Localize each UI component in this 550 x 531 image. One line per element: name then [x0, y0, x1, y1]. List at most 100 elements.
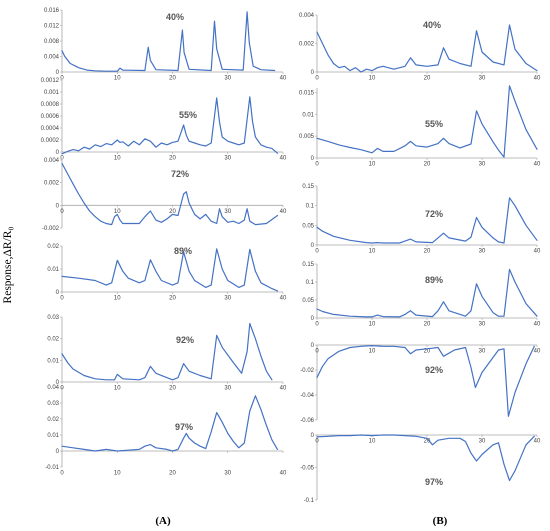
x-tick-label: 10	[114, 156, 121, 162]
x-tick-label: 10	[369, 162, 376, 168]
x-tick-label: 0	[60, 296, 64, 302]
rh-label: 89%	[425, 275, 443, 285]
x-tick-label: 30	[479, 349, 486, 355]
chart-panel: -0.06 -0.04 -0.02 00 10 20 30 40 92%	[300, 343, 541, 424]
y-tick-label: 0.01	[47, 267, 59, 273]
rh-label: 92%	[425, 365, 443, 375]
rh-label: 72%	[425, 209, 443, 219]
x-tick-label: 0	[60, 156, 64, 162]
x-tick-label: 0	[60, 76, 64, 82]
y-tick-label: 0.01	[47, 433, 59, 439]
y-tick-label: 0	[56, 290, 60, 296]
y-tick-label: -0.01	[45, 465, 59, 471]
y-tick-label: -0.05	[300, 466, 314, 472]
y-tick-label: 0	[56, 70, 60, 76]
y-tick-label: 0.004	[44, 158, 60, 164]
x-tick-label: 40	[280, 76, 287, 82]
x-tick-label: 10	[114, 386, 121, 392]
x-tick-label: 40	[280, 471, 287, 477]
rh-label: 97%	[175, 422, 193, 432]
series-line	[316, 268, 538, 318]
x-tick-label: 40	[280, 386, 287, 392]
x-tick-label: 20	[169, 156, 176, 162]
x-tick-label: 20	[424, 349, 431, 355]
x-tick-label: 10	[114, 209, 121, 215]
y-tick-label: 0	[311, 343, 315, 349]
y-tick-label: 0.1	[306, 204, 315, 210]
y-tick-label: 0.008	[44, 39, 60, 45]
x-tick-label: 10	[369, 439, 376, 445]
y-tick-label: 0.04	[47, 385, 59, 391]
x-tick-label: 30	[479, 162, 486, 168]
y-tick-label: -0.02	[300, 368, 314, 374]
y-tick-label: 0.015	[299, 90, 315, 96]
series-line	[316, 434, 535, 482]
series-line	[316, 345, 535, 417]
y-tick-label: 0.004	[44, 55, 60, 61]
y-tick-label: 0.016	[44, 8, 60, 14]
chart-panel: 00.010.020.0301020304092%	[47, 315, 287, 392]
x-tick-label: 30	[479, 439, 486, 445]
x-tick-label: 20	[424, 439, 431, 445]
x-tick-label: 0	[315, 162, 319, 168]
y-tick-label: 0.1	[306, 280, 315, 286]
x-tick-label: 40	[280, 156, 287, 162]
y-tick-label: -0.1	[304, 498, 315, 504]
rh-label: 55%	[179, 110, 197, 120]
x-tick-label: 20	[169, 296, 176, 302]
x-tick-label: 20	[424, 162, 431, 168]
x-tick-label: 0	[315, 322, 319, 328]
x-tick-label: 20	[169, 76, 176, 82]
x-tick-label: 0	[315, 249, 319, 255]
chart-panel: 0 0.05 0.1 0.15 0 10 20 30 40 72%	[302, 184, 541, 255]
chart-panel: 0 0.002 0.004 0 10 20 30 40 40%	[299, 13, 541, 82]
x-tick-label: 40	[280, 209, 287, 215]
y-axis-label: Response,ΔR/R₀	[2, 227, 14, 304]
y-tick-label: 0.01	[302, 112, 314, 118]
series-line	[61, 395, 279, 452]
y-tick-label: 0	[311, 70, 315, 76]
x-tick-label: 0	[60, 209, 64, 215]
x-tick-label: 30	[224, 296, 231, 302]
rh-label: 40%	[423, 20, 441, 30]
x-tick-label: 20	[169, 209, 176, 215]
x-tick-label: 30	[479, 322, 486, 328]
series-line	[61, 96, 279, 155]
rh-label: 55%	[425, 119, 443, 129]
series-line	[316, 197, 538, 244]
x-tick-label: 40	[534, 439, 541, 445]
rh-label: 92%	[176, 335, 194, 345]
rh-label: 40%	[166, 12, 184, 22]
y-tick-label: 0.15	[302, 184, 314, 190]
y-tick-label: 0.0012	[41, 78, 60, 84]
x-tick-label: 10	[369, 249, 376, 255]
panel-label-a: (A)	[155, 515, 171, 527]
series-line	[61, 248, 279, 292]
y-tick-label: 0	[56, 150, 60, 156]
y-tick-label: -0.04	[300, 393, 314, 399]
y-tick-label: 0.02	[47, 417, 59, 423]
rh-label: 89%	[174, 246, 192, 256]
x-tick-label: 30	[224, 156, 231, 162]
x-tick-label: 20	[424, 76, 431, 82]
y-tick-label: 0.15	[302, 262, 314, 268]
x-tick-label: 0	[315, 439, 319, 445]
y-tick-label: 0.0004	[41, 126, 60, 132]
x-tick-label: 40	[280, 296, 287, 302]
y-tick-label: 0	[311, 316, 315, 322]
x-tick-label: 30	[224, 471, 231, 477]
y-tick-label: 0.002	[299, 42, 315, 48]
y-tick-label: 0.0008	[41, 102, 60, 108]
x-tick-label: 10	[369, 349, 376, 355]
y-tick-label: 0.01	[47, 358, 59, 364]
x-tick-label: 40	[534, 322, 541, 328]
y-tick-label: 0.005	[299, 134, 315, 140]
x-tick-label: 10	[114, 296, 121, 302]
series-line	[61, 162, 279, 226]
y-tick-label: 0.012	[44, 24, 60, 30]
x-tick-label: 30	[224, 386, 231, 392]
